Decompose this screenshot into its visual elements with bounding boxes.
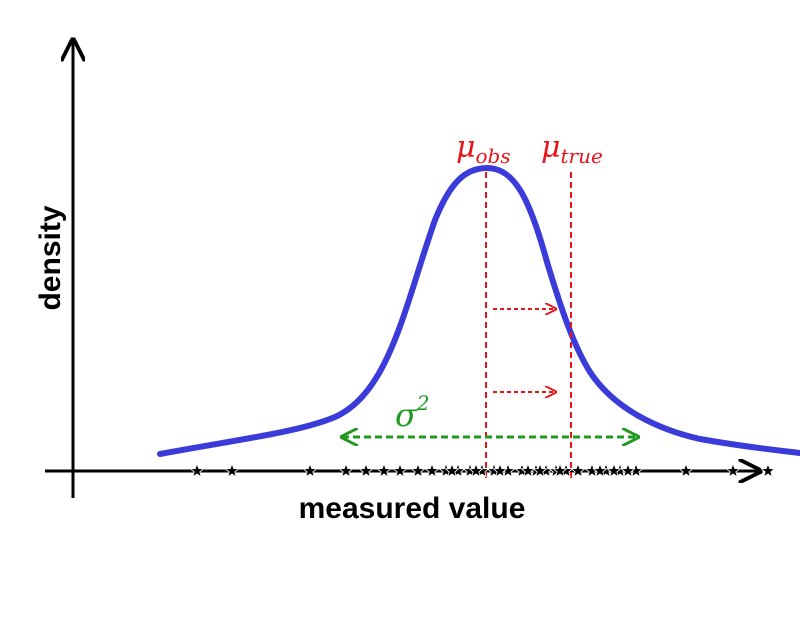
sample-star (552, 462, 568, 478)
mu-true-symbol: μ (541, 130, 561, 165)
sample-star (592, 462, 608, 478)
mu-obs-symbol: μ (456, 130, 476, 165)
sample-star (444, 462, 460, 478)
sample-star (468, 462, 484, 478)
sample-star (424, 462, 440, 478)
sample-star (410, 462, 426, 478)
sample-star (725, 462, 741, 478)
variance-label: σ2 (395, 391, 430, 434)
sample-star (189, 462, 205, 478)
variance-symbol: σ (395, 396, 418, 434)
mu-obs-label: μobs (456, 130, 511, 168)
mu-true-label: μtrue (541, 130, 603, 168)
variance-superscript: 2 (416, 391, 430, 415)
sample-star (532, 462, 548, 478)
sample-star (392, 462, 408, 478)
sample-star (302, 462, 318, 478)
x-axis-label: measured value (299, 492, 526, 525)
sample-star (492, 462, 508, 478)
sample-star (606, 462, 622, 478)
sample-star (376, 462, 392, 478)
density-curve (157, 164, 800, 457)
sample-star (620, 462, 636, 478)
mu-true-subscript: true (561, 144, 603, 168)
sample-star (760, 462, 776, 478)
mu-obs-subscript: obs (476, 144, 511, 168)
sample-star (358, 462, 374, 478)
sample-star (224, 462, 240, 478)
sample-markers (189, 462, 776, 478)
y-axis-label: density (34, 205, 67, 310)
sample-star (338, 462, 354, 478)
sample-star (678, 462, 694, 478)
sample-star (570, 462, 586, 478)
